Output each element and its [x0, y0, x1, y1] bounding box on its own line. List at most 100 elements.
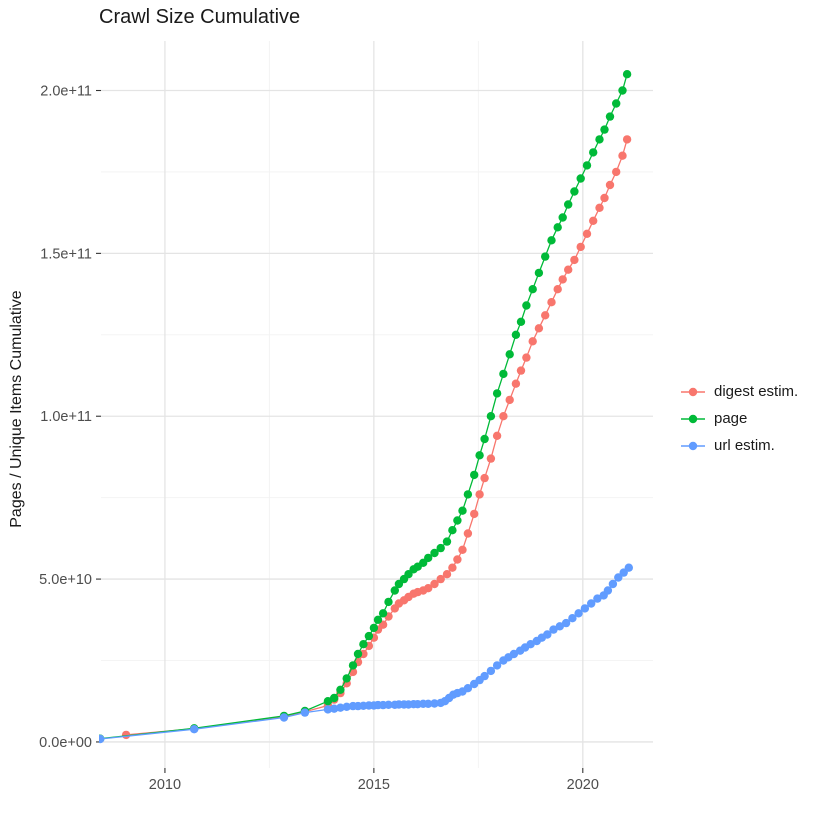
- chart-title: Crawl Size Cumulative: [99, 6, 301, 28]
- legend-key-digest-icon: [681, 387, 705, 396]
- y-tick-label: 2.0e+11: [40, 84, 92, 100]
- data-point: [564, 265, 573, 274]
- data-point: [570, 255, 579, 265]
- data-point: [470, 509, 479, 519]
- y-tick-label: 1.5e+11: [40, 246, 92, 262]
- data-point: [605, 180, 615, 190]
- data-point: [330, 693, 339, 703]
- data-point: [486, 454, 496, 463]
- legend-key-url-estim-icon: [681, 441, 705, 450]
- data-point: [574, 609, 583, 618]
- data-point: [534, 324, 544, 333]
- data-point: [323, 705, 333, 714]
- data-point: [463, 529, 473, 538]
- data-point: [336, 703, 345, 712]
- data-point: [436, 574, 445, 584]
- data-point: [561, 618, 571, 628]
- data-point: [555, 622, 564, 631]
- data-point: [622, 135, 632, 144]
- data-point: [595, 203, 604, 212]
- data-point: [430, 699, 439, 708]
- data-point: [603, 586, 613, 595]
- data-point: [528, 337, 537, 346]
- legend-item-url-estim: url estim.: [681, 432, 798, 459]
- data-point: [612, 99, 621, 108]
- data-point: [570, 187, 579, 196]
- data-point: [492, 661, 502, 670]
- data-point: [486, 412, 496, 421]
- data-point: [492, 389, 502, 398]
- data-point: [436, 543, 445, 553]
- y-tick-label: 1.0e+11: [40, 409, 92, 425]
- data-point: [600, 125, 609, 134]
- data-point: [369, 623, 379, 633]
- data-point: [549, 625, 558, 634]
- series-line: [126, 139, 628, 736]
- data-point: [505, 350, 514, 359]
- series-url-estim: [99, 563, 633, 744]
- data-point: [442, 537, 452, 546]
- data-point: [348, 661, 358, 670]
- data-point: [384, 597, 393, 607]
- data-point: [279, 713, 289, 722]
- data-point: [516, 317, 526, 326]
- data-point: [486, 666, 496, 676]
- data-point: [522, 353, 531, 362]
- data-point: [516, 366, 526, 375]
- y-tick-label: 5.0e+10: [39, 572, 92, 588]
- data-point: [595, 135, 604, 144]
- data-point: [475, 490, 484, 499]
- data-point: [568, 614, 577, 623]
- data-point: [390, 586, 399, 595]
- data-point: [442, 570, 452, 579]
- data-point: [480, 671, 489, 681]
- data-point: [580, 604, 590, 613]
- data-point: [364, 631, 374, 641]
- data-point: [541, 252, 550, 261]
- legend-key-page-icon: [681, 414, 705, 423]
- data-point: [342, 702, 351, 711]
- data-point: [480, 473, 489, 483]
- data-point: [448, 526, 457, 535]
- data-point: [300, 708, 310, 717]
- data-point: [499, 369, 508, 379]
- x-tick-label: 2020: [567, 777, 599, 793]
- data-point: [458, 545, 467, 554]
- data-point: [430, 548, 439, 558]
- data-point: [587, 599, 596, 608]
- data-point: [373, 615, 383, 624]
- data-point: [448, 563, 457, 572]
- data-point: [582, 161, 592, 170]
- data-point: [541, 311, 550, 320]
- data-point: [593, 594, 602, 603]
- series-page: [99, 70, 632, 743]
- data-point: [458, 506, 467, 515]
- data-point: [558, 275, 567, 284]
- data-point: [576, 174, 585, 183]
- legend-label-digest-estim: digest estim.: [714, 383, 799, 400]
- data-point: [553, 223, 562, 232]
- data-point: [480, 434, 489, 444]
- data-point: [553, 285, 562, 294]
- data-point: [618, 151, 627, 160]
- data-point: [528, 285, 537, 294]
- data-point: [475, 451, 484, 460]
- data-point: [492, 431, 502, 440]
- data-point: [511, 379, 521, 388]
- data-point: [547, 236, 556, 245]
- data-point: [614, 573, 623, 582]
- data-point: [543, 630, 552, 639]
- data-point: [600, 193, 609, 203]
- data-point: [99, 734, 105, 744]
- data-point: [424, 584, 433, 593]
- data-point: [608, 579, 618, 589]
- plot-area: [99, 70, 633, 744]
- data-point: [453, 555, 462, 564]
- data-point: [589, 148, 598, 157]
- legend: digest estim. page url estim.: [681, 378, 798, 459]
- data-point: [463, 490, 473, 499]
- data-point: [470, 470, 479, 480]
- data-point: [576, 242, 585, 252]
- data-point: [558, 213, 567, 222]
